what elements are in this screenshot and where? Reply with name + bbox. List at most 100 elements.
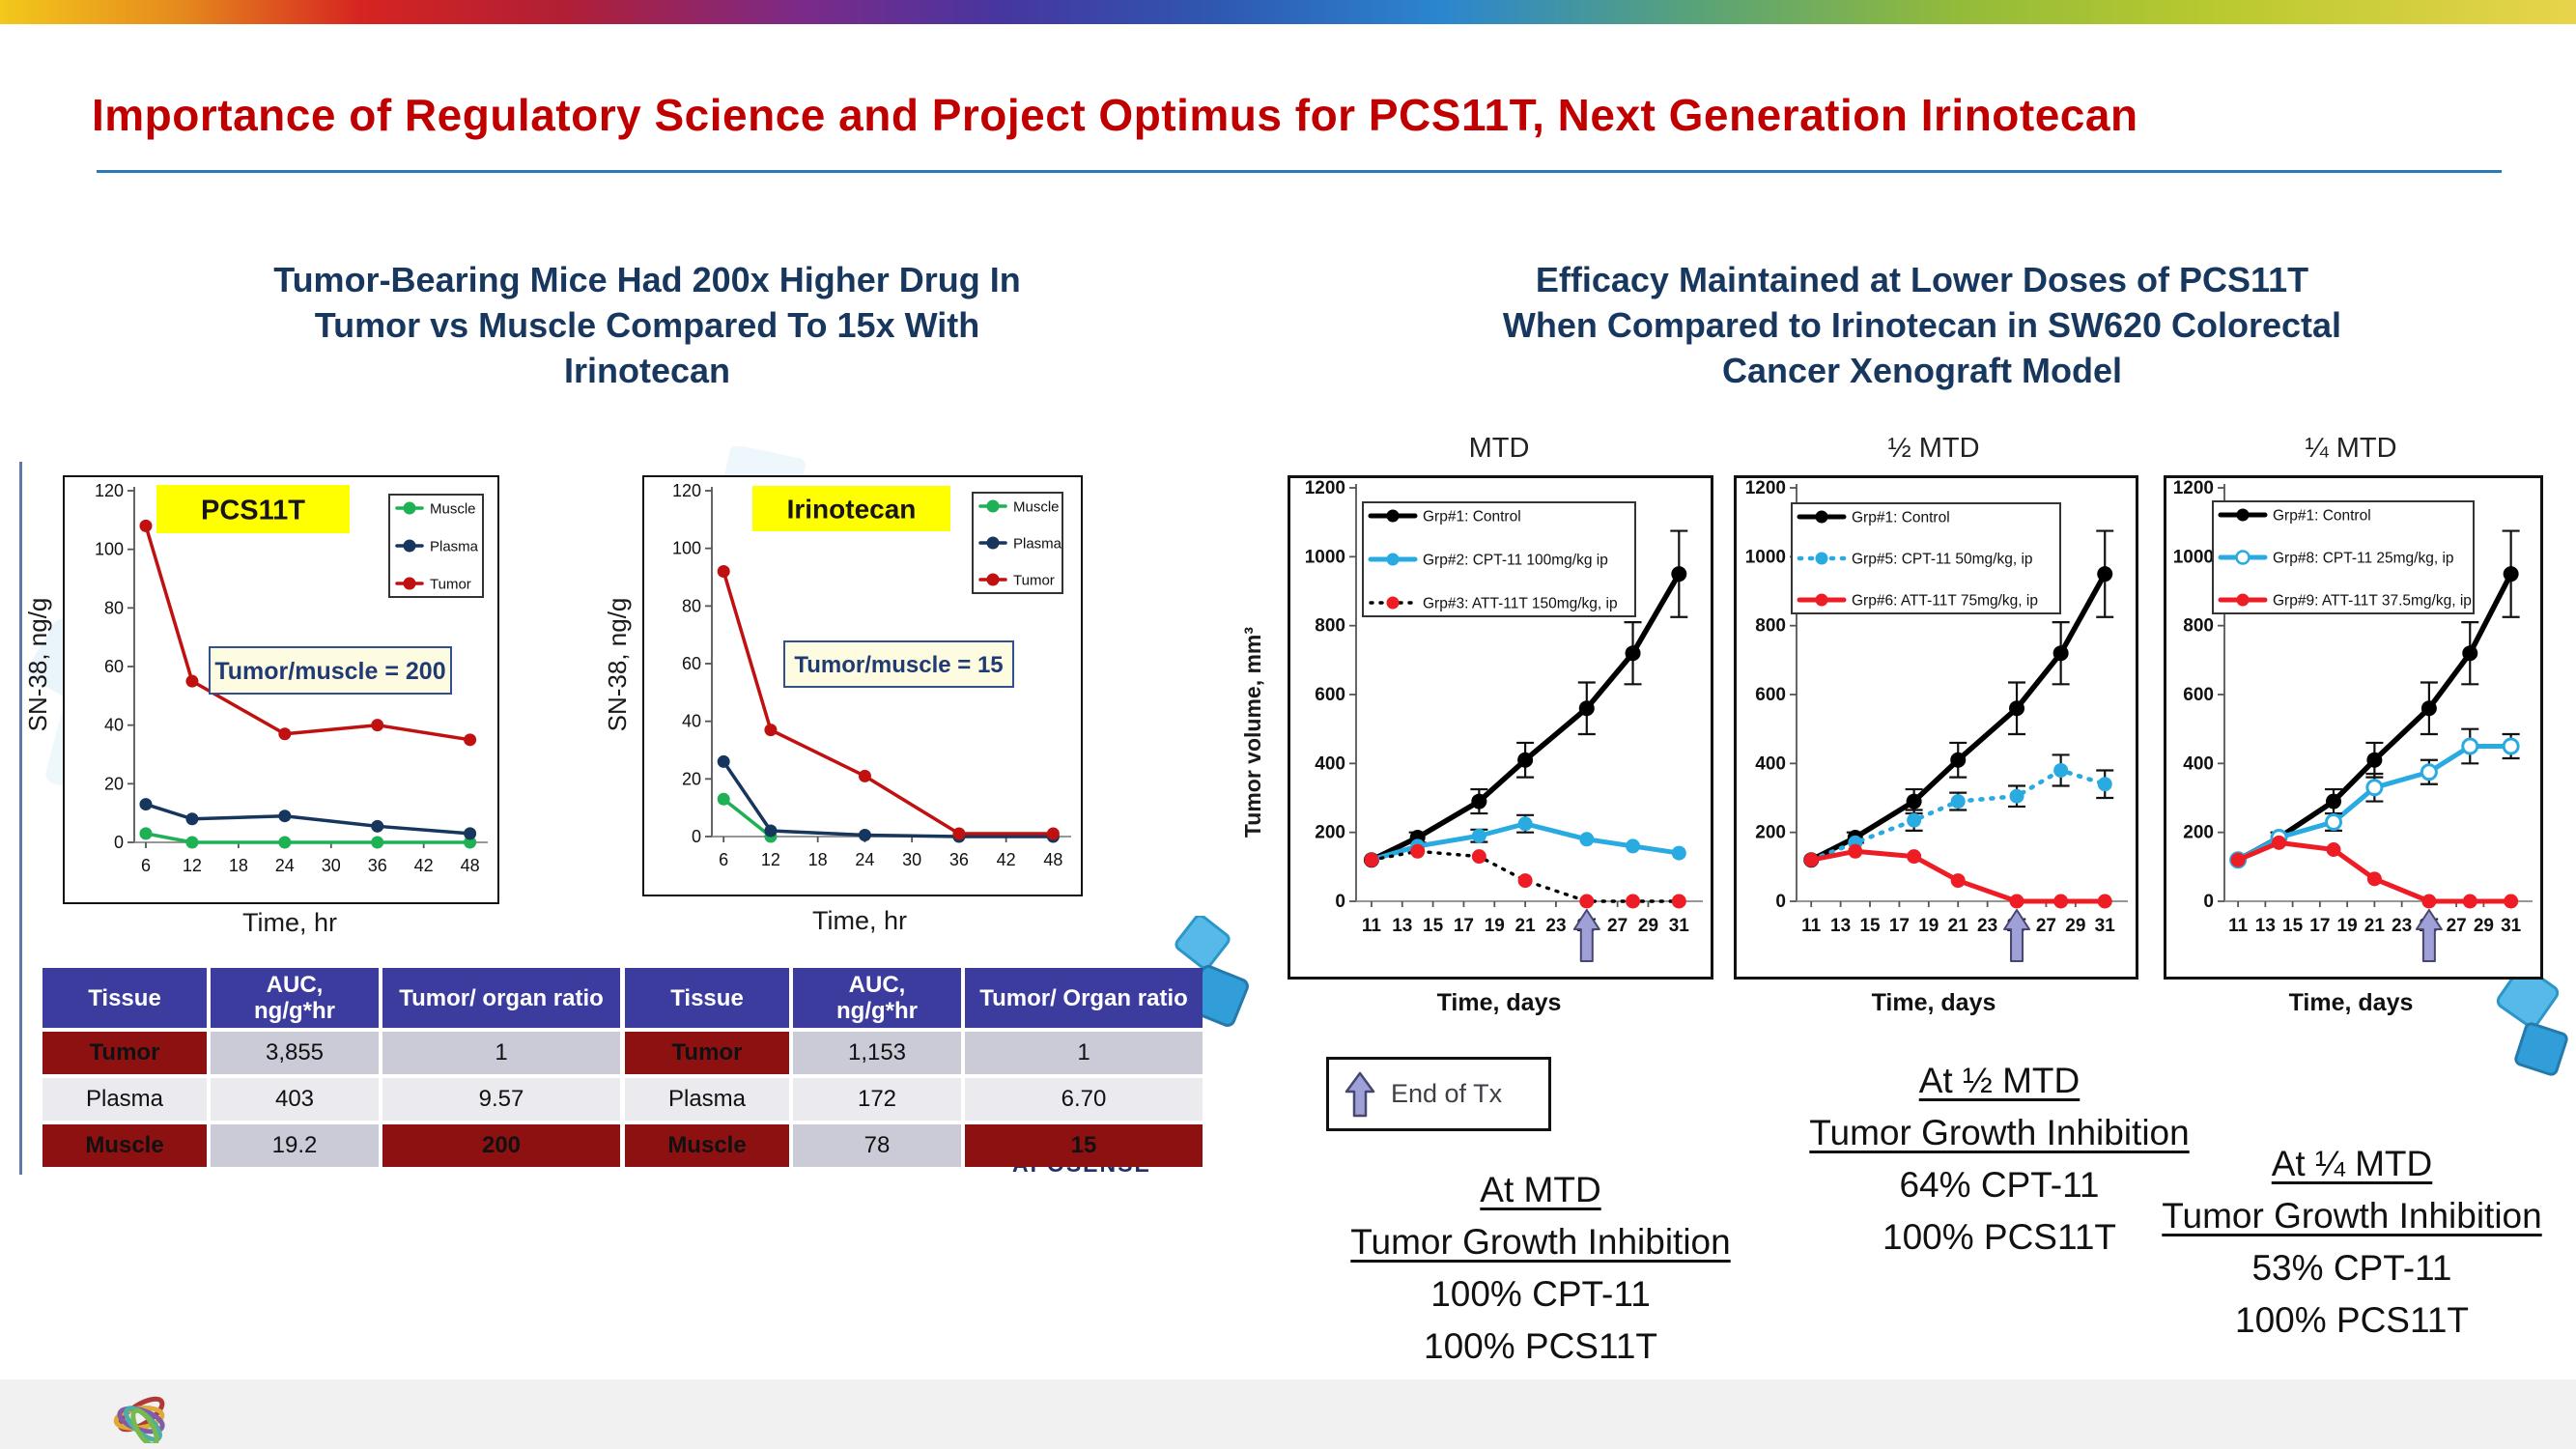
chart-irinotecan-plot: 0 20 40 60 80 100 120 6 12 18 24 30 36 42 48 Irinotecan… — [672, 481, 1071, 869]
svg-text:17: 17 — [2309, 916, 2330, 936]
end-of-tx-arrow-icon — [2415, 909, 2443, 962]
svg-text:200: 200 — [2183, 823, 2214, 843]
svg-text:17: 17 — [1454, 916, 1474, 936]
svg-text:60: 60 — [104, 657, 124, 676]
pcs11t-x-axis-label: Time, hr — [241, 908, 337, 937]
table-header: Tissue — [42, 968, 207, 1028]
pcs11t-chart: 0 20 40 60 80 100 120 6 12 18 24 30 36 42 48 PCS11T Tumo… — [63, 475, 499, 904]
svg-text:13: 13 — [1830, 916, 1851, 936]
svg-text:Irinotecan: Irinotecan — [787, 495, 917, 525]
svg-text:15: 15 — [1423, 916, 1444, 936]
end-of-tx-label: End of Tx — [1391, 1079, 1503, 1108]
svg-text:21: 21 — [2364, 916, 2386, 936]
svg-text:0: 0 — [1775, 892, 1786, 912]
right-headline-line3: Cancer Xenograft Model — [1721, 351, 2123, 390]
svg-text:800: 800 — [1755, 616, 1786, 637]
ratio-cell: 15 — [965, 1124, 1203, 1167]
svg-text:Grp#3: ATT-11T 150mg/kg, ip: Grp#3: ATT-11T 150mg/kg, ip — [1423, 596, 1618, 612]
svg-text:400: 400 — [1315, 753, 1345, 774]
svg-text:48: 48 — [461, 856, 480, 875]
footer-band: Processa Pharmaceuticals 22 — [0, 1379, 2576, 1449]
tgi-quarter-cpt11-value: 53% CPT-11 — [2251, 1248, 2452, 1288]
svg-text:11: 11 — [2228, 916, 2249, 936]
svg-text:48: 48 — [1043, 850, 1062, 869]
svg-text:31: 31 — [2501, 916, 2522, 936]
ratio-cell: 1 — [382, 1032, 620, 1074]
ratio-annotation-box — [783, 640, 1014, 688]
table-row: Muscle 19.2 200 — [42, 1124, 620, 1167]
svg-text:24: 24 — [275, 856, 295, 875]
table-row: Muscle 78 15 — [625, 1124, 1203, 1167]
svg-text:0: 0 — [114, 833, 124, 852]
svg-text:36: 36 — [368, 856, 387, 875]
svg-text:23: 23 — [2392, 916, 2412, 936]
svg-text:800: 800 — [1315, 616, 1345, 637]
table-row: Tumor 3,855 1 — [42, 1032, 620, 1074]
svg-text:6: 6 — [141, 856, 151, 875]
svg-text:Grp#6: ATT-11T 75mg/kg, ip: Grp#6: ATT-11T 75mg/kg, ip — [1852, 593, 2038, 610]
chart-legend: Muscle Plasma Tumor — [972, 492, 1063, 594]
chart-title-box — [156, 485, 350, 533]
svg-text:42: 42 — [997, 850, 1016, 869]
right-headline-line1: Efficacy Maintained at Lower Doses of PC… — [1535, 260, 2309, 299]
svg-text:Grp#2: CPT-11 100mg/kg ip: Grp#2: CPT-11 100mg/kg ip — [1423, 553, 1608, 569]
svg-text:1000: 1000 — [1305, 547, 1345, 567]
svg-text:Tumor: Tumor — [1013, 573, 1055, 589]
processa-logo-icon — [113, 1396, 165, 1443]
table-header: AUC, ng/g*hr — [211, 968, 379, 1028]
chart-legend: Muscle Plasma Tumor — [388, 494, 484, 598]
svg-text:18: 18 — [229, 856, 248, 875]
svg-text:13: 13 — [2255, 916, 2276, 936]
svg-text:11: 11 — [1362, 916, 1382, 936]
irinotecan-auc-table: Tissue AUC, ng/g*hr Tumor/ Organ ratio Tumo… — [621, 964, 1206, 1171]
svg-text:17: 17 — [1889, 916, 1910, 936]
auc-cell: 78 — [793, 1124, 961, 1167]
title-underline — [97, 170, 2502, 173]
left-headline-line3: Irinotecan — [563, 351, 731, 390]
irinotecan-x-axis-label: Time, hr — [811, 906, 907, 935]
svg-text:27: 27 — [1607, 916, 1628, 936]
svg-text:15: 15 — [2282, 916, 2304, 936]
svg-text:Plasma: Plasma — [430, 539, 479, 555]
tgi-quarter-heading: At ¼ MTD — [2271, 1144, 2433, 1183]
svg-text:120: 120 — [672, 481, 701, 500]
table-header: Tumor/ organ ratio — [382, 968, 620, 1028]
svg-text:200: 200 — [1315, 823, 1345, 843]
tissue-cell: Tumor — [625, 1032, 789, 1074]
tissue-cell: Plasma — [42, 1078, 207, 1121]
svg-text:Muscle: Muscle — [430, 501, 476, 518]
svg-text:600: 600 — [1755, 685, 1786, 705]
svg-text:31: 31 — [1669, 916, 1690, 936]
svg-text:200: 200 — [1755, 823, 1786, 843]
svg-text:31: 31 — [2095, 916, 2116, 936]
svg-text:1200: 1200 — [1745, 478, 1786, 498]
chart-legend: Grp#1: Control Grp#5: CPT-11 50mg/kg, ip G… — [1791, 502, 2061, 614]
chart-quarter-mtd-plot: 0200400600800100012001113151719212325272… — [2173, 478, 2533, 962]
svg-text:PCS11T: PCS11T — [201, 495, 305, 526]
svg-text:29: 29 — [1638, 916, 1658, 936]
tgi-mtd-heading: At MTD — [1480, 1170, 1601, 1209]
chart-title-box — [752, 486, 950, 531]
pcs11t-y-axis-label: SN-38, ng/g — [23, 597, 52, 732]
svg-text:1000: 1000 — [2173, 547, 2214, 567]
svg-text:1200: 1200 — [1305, 478, 1345, 498]
svg-text:80: 80 — [104, 598, 124, 617]
table-header: Tumor/ Organ ratio — [965, 968, 1203, 1028]
auc-cell: 403 — [211, 1078, 379, 1121]
svg-text:1200: 1200 — [2173, 478, 2214, 498]
ratio-cell: 9.57 — [382, 1078, 620, 1121]
tgi-block-mtd: At MTD Tumor Growth Inhibition 100% CPT-… — [1270, 1164, 1811, 1373]
svg-text:21: 21 — [1948, 916, 1969, 936]
table-row: Plasma 172 6.70 — [625, 1078, 1203, 1121]
ratio-cell: 1 — [965, 1032, 1203, 1074]
svg-text:27: 27 — [2036, 916, 2056, 936]
half-mtd-chart: 0200400600800100012001113151719212325272… — [1734, 475, 2138, 980]
svg-text:18: 18 — [808, 850, 828, 869]
svg-text:42: 42 — [414, 856, 434, 875]
ratio-cell: 6.70 — [965, 1078, 1203, 1121]
quarter-mtd-x-axis-label: Time, days — [2288, 989, 2414, 1016]
svg-text:400: 400 — [1755, 753, 1786, 774]
svg-text:23: 23 — [1545, 916, 1566, 936]
ratio-cell: 200 — [382, 1124, 620, 1167]
